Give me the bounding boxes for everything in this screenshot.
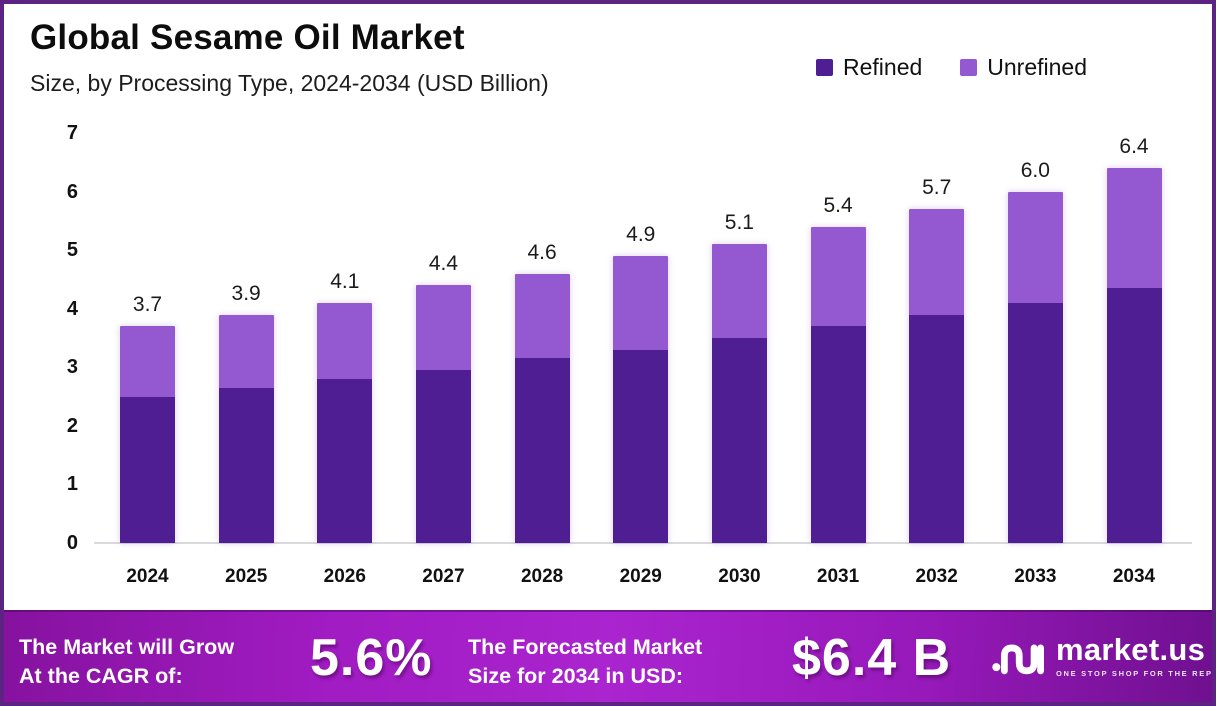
bar-2032 bbox=[909, 209, 965, 543]
unrefined-segment bbox=[711, 244, 767, 338]
bar-2034 bbox=[1106, 168, 1162, 543]
legend-item-refined: Refined bbox=[816, 54, 922, 81]
bar-2028 bbox=[514, 273, 570, 543]
forecast-label-line2: Size for 2034 in USD: bbox=[468, 664, 684, 688]
bar-total-label: 4.9 bbox=[626, 223, 656, 246]
x-tick-label: 2028 bbox=[520, 566, 564, 587]
stacked-bar-chart: 0 1 2 3 4 5 6 7 3.7 2024 3.9 2025 4.1 2026 4.4 2027 4.6 2… bbox=[4, 4, 1212, 702]
refined-segment bbox=[1007, 302, 1063, 543]
x-tick-label: 2033 bbox=[1014, 566, 1057, 587]
bar-2030 bbox=[711, 244, 767, 543]
brand-name: market.us bbox=[1056, 632, 1206, 667]
bar-2025 bbox=[218, 314, 274, 543]
x-tick-label: 2027 bbox=[422, 566, 465, 587]
unrefined-segment bbox=[415, 285, 471, 371]
unrefined-segment bbox=[1106, 168, 1162, 289]
cagr-label-line1: The Market will Grow bbox=[19, 635, 235, 659]
page-title: Global Sesame Oil Market bbox=[30, 18, 465, 57]
unrefined-segment bbox=[810, 226, 866, 327]
y-tick-label: 1 bbox=[66, 473, 78, 496]
refined-segment bbox=[415, 370, 471, 543]
bar-2033 bbox=[1007, 191, 1063, 543]
bar-2024 bbox=[120, 326, 175, 543]
refined-segment bbox=[120, 396, 175, 543]
footer-banner: The Market will Grow At the CAGR of: 5.6… bbox=[4, 610, 1212, 702]
refined-segment bbox=[218, 387, 274, 543]
x-tick-label: 2026 bbox=[323, 566, 366, 587]
bar-total-label: 5.4 bbox=[823, 193, 853, 217]
y-tick-label: 2 bbox=[66, 414, 78, 437]
bar-total-label: 6.0 bbox=[1020, 158, 1050, 182]
bar-total-label: 5.7 bbox=[922, 176, 952, 200]
unrefined-segment bbox=[909, 209, 965, 315]
bar-2029 bbox=[613, 256, 669, 543]
unrefined-segment bbox=[120, 326, 175, 397]
legend-swatch-icon bbox=[960, 59, 978, 76]
unrefined-segment bbox=[218, 314, 274, 388]
bar-total-label: 6.4 bbox=[1119, 135, 1149, 159]
refined-segment bbox=[514, 358, 570, 543]
unrefined-segment bbox=[1007, 191, 1063, 303]
bar-2027 bbox=[415, 285, 471, 543]
x-tick-label: 2030 bbox=[718, 566, 761, 587]
refined-segment bbox=[317, 379, 373, 543]
y-tick-label: 6 bbox=[66, 180, 78, 203]
refined-segment bbox=[711, 337, 767, 543]
cagr-label: The Market will Grow At the CAGR of: bbox=[19, 633, 234, 691]
bar-2026 bbox=[317, 302, 373, 543]
y-tick-label: 4 bbox=[66, 297, 78, 320]
x-axis-line bbox=[94, 542, 1192, 544]
bar-total-label: 4.1 bbox=[330, 269, 360, 293]
y-tick-label: 5 bbox=[66, 239, 78, 262]
forecast-value: $6.4 B bbox=[792, 629, 952, 687]
bar-total-label: 4.6 bbox=[527, 240, 557, 264]
bar-total-label: 3.7 bbox=[132, 293, 163, 317]
unrefined-segment bbox=[514, 273, 570, 359]
y-tick-label: 0 bbox=[66, 532, 78, 554]
x-tick-label: 2031 bbox=[816, 566, 860, 587]
marketus-logo-icon bbox=[992, 644, 1044, 675]
unrefined-segment bbox=[317, 302, 373, 379]
refined-segment bbox=[613, 349, 669, 543]
brand-tagline: ONE STOP SHOP FOR THE REPORTS bbox=[1056, 669, 1213, 678]
refined-segment bbox=[909, 314, 965, 543]
cagr-value: 5.6% bbox=[310, 629, 433, 687]
forecast-label-line1: The Forecasted Market bbox=[468, 635, 703, 659]
x-tick-label: 2025 bbox=[225, 566, 268, 587]
cagr-label-line2: At the CAGR of: bbox=[19, 664, 183, 688]
x-tick-label: 2029 bbox=[619, 566, 662, 587]
legend-item-unrefined: Unrefined bbox=[960, 54, 1087, 81]
forecast-label: The Forecasted Market Size for 2034 in U… bbox=[468, 633, 702, 691]
bar-total-label: 3.9 bbox=[231, 281, 261, 305]
y-tick-label: 3 bbox=[66, 356, 78, 379]
bar-total-label: 5.1 bbox=[724, 211, 754, 235]
brand-logo: market.us ONE STOP SHOP FOR THE REPORTS bbox=[992, 632, 1213, 678]
chart-legend: Refined Unrefined bbox=[816, 54, 1087, 81]
y-tick-label: 7 bbox=[66, 122, 78, 144]
x-tick-label: 2032 bbox=[915, 566, 958, 587]
unrefined-segment bbox=[613, 256, 669, 350]
legend-swatch-icon bbox=[816, 59, 833, 76]
x-tick-label: 2034 bbox=[1112, 566, 1156, 587]
bar-total-label: 4.4 bbox=[428, 252, 459, 276]
legend-label: Unrefined bbox=[987, 54, 1088, 80]
bar-2031 bbox=[810, 226, 866, 543]
page-subtitle: Size, by Processing Type, 2024-2034 (USD… bbox=[30, 70, 549, 96]
x-tick-label: 2024 bbox=[126, 566, 169, 587]
refined-segment bbox=[1106, 288, 1162, 543]
legend-label: Refined bbox=[843, 54, 923, 80]
refined-segment bbox=[810, 326, 866, 543]
